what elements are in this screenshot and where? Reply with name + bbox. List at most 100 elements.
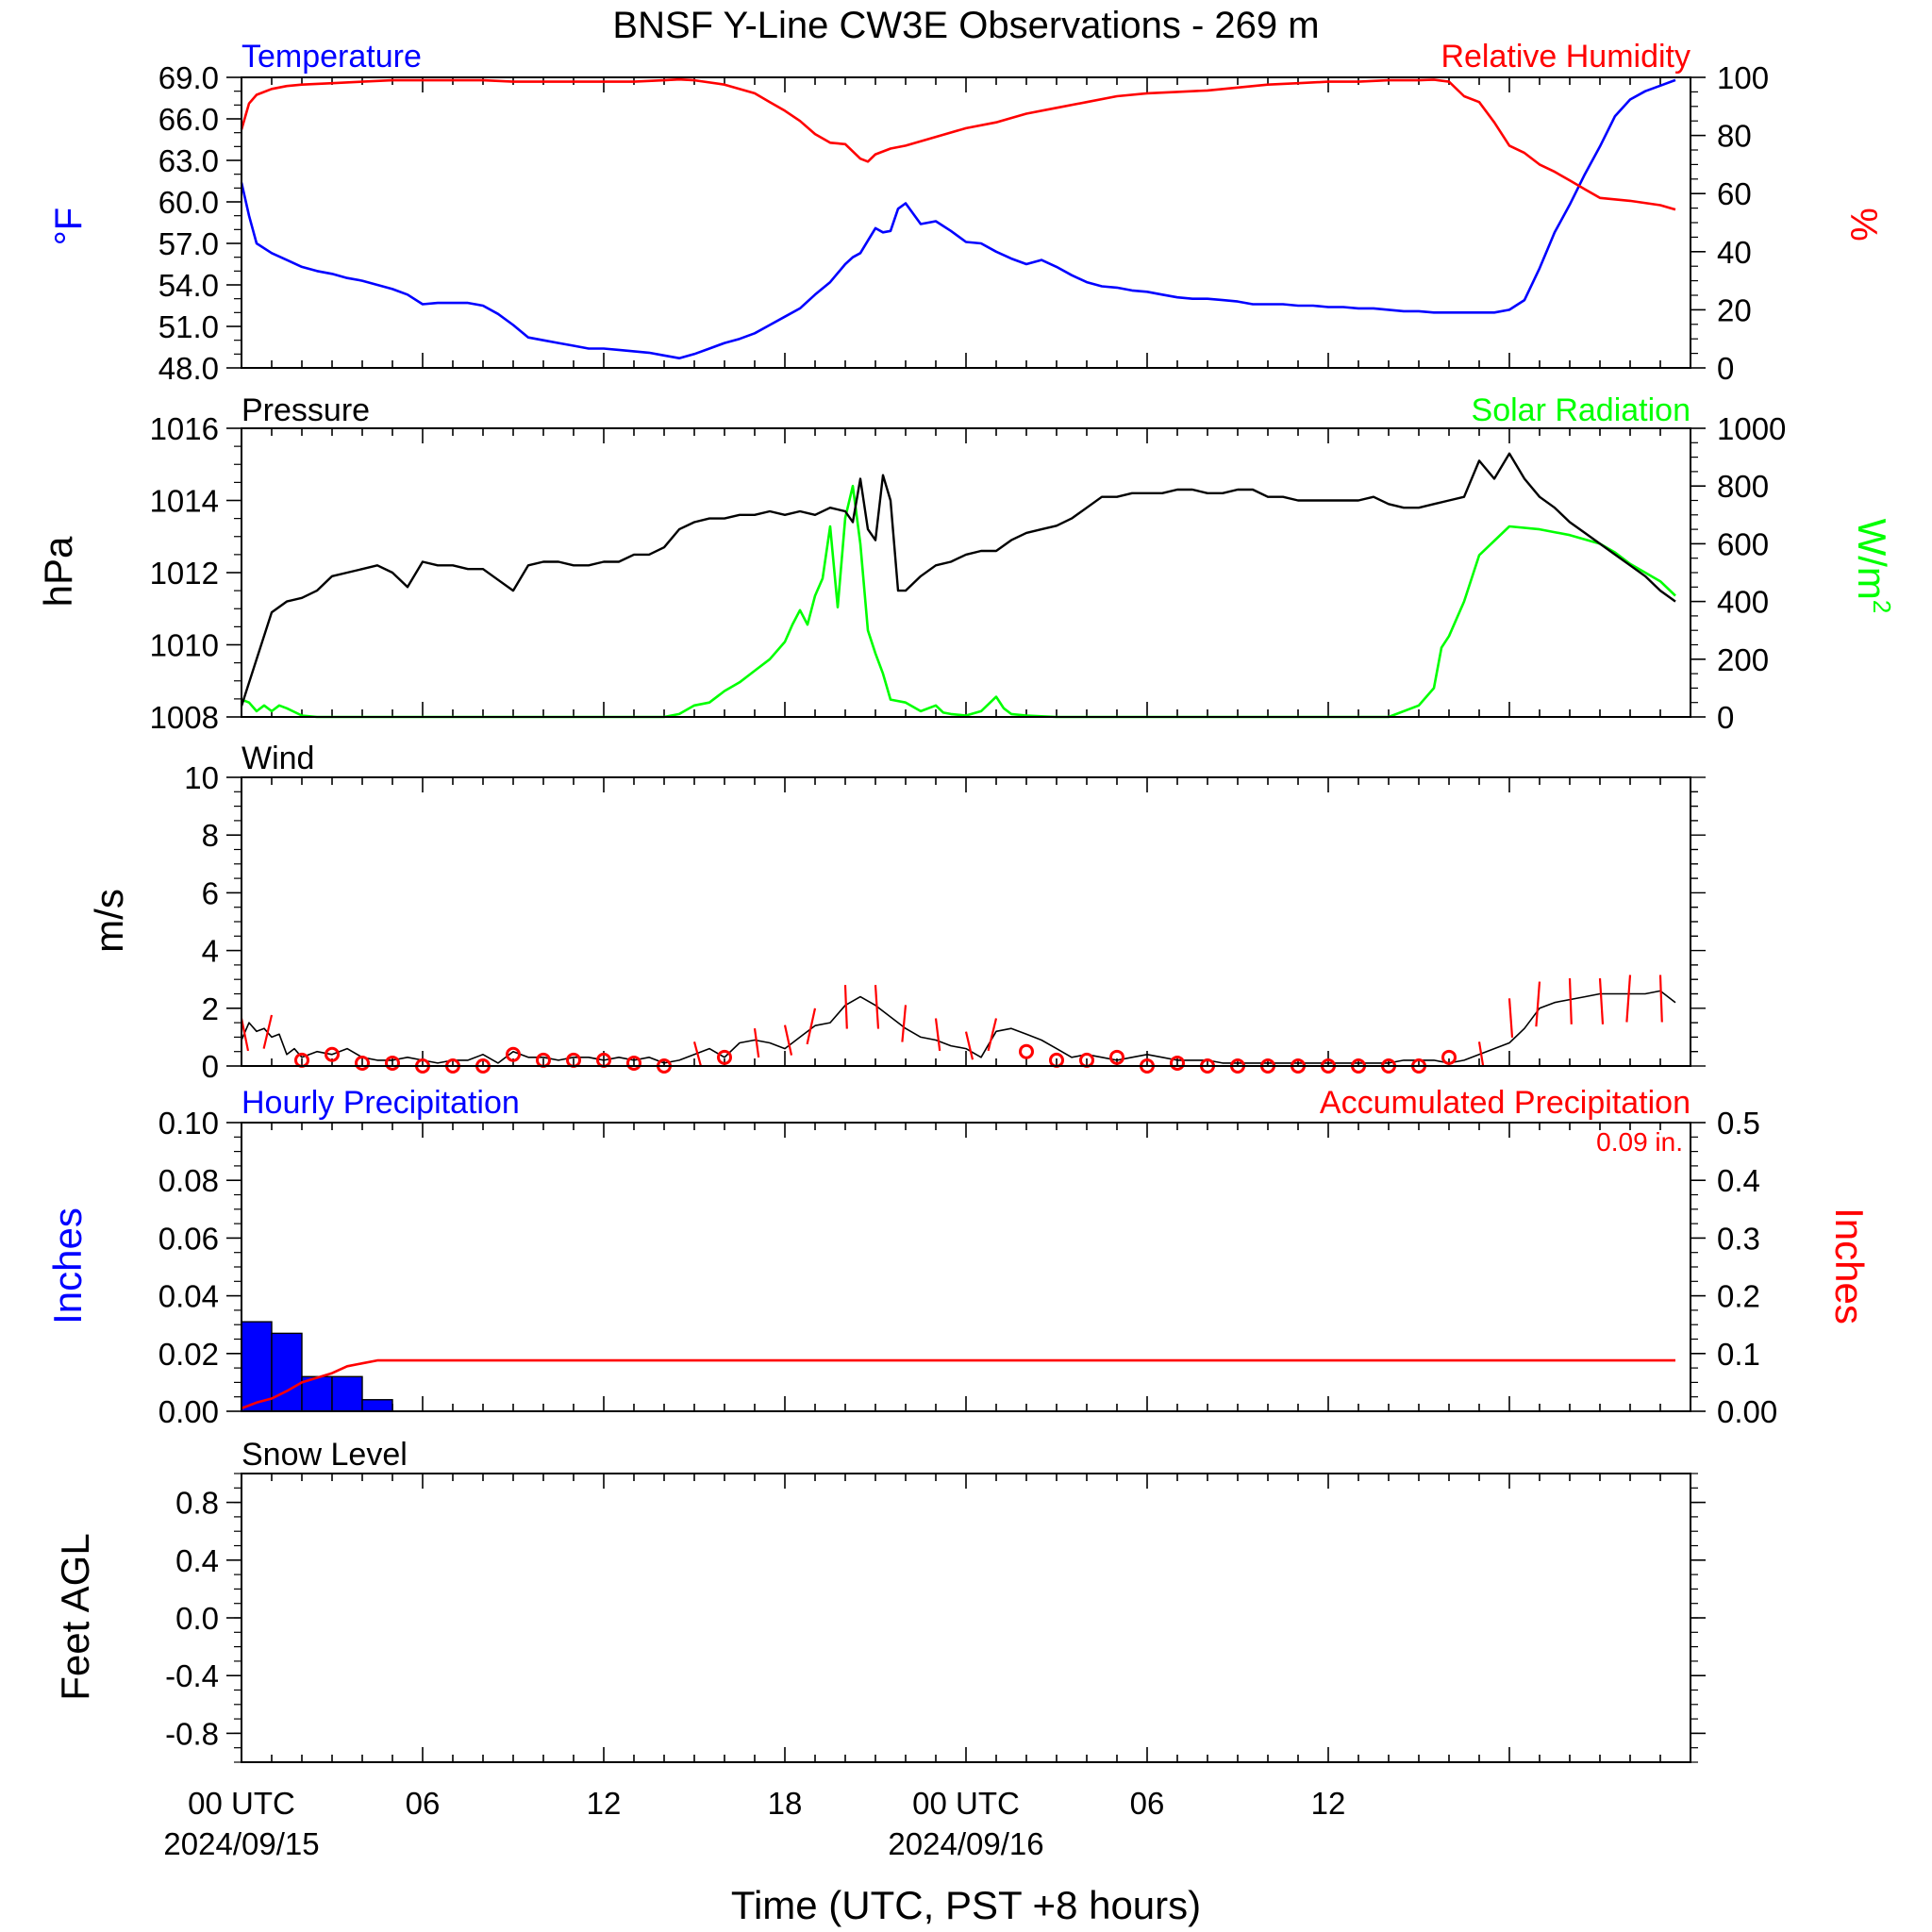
solar-line bbox=[241, 484, 1676, 719]
wind-barb bbox=[987, 1018, 998, 1052]
snow-y-tick-label: -0.4 bbox=[165, 1658, 219, 1693]
temp-y-tick-label: 66.0 bbox=[158, 102, 219, 137]
accum-y-tick-label: 0.5 bbox=[1717, 1106, 1760, 1141]
panel-frame-snow bbox=[241, 1473, 1691, 1763]
wind-barb bbox=[783, 1024, 793, 1056]
temp-y-tick-label: 63.0 bbox=[158, 143, 219, 178]
panel-frame-precip bbox=[241, 1122, 1691, 1412]
accum-precip-total: 0.09 in. bbox=[1596, 1127, 1683, 1157]
wind-calm-marker bbox=[626, 1055, 641, 1071]
snow-title: Snow Level bbox=[242, 1437, 408, 1473]
pressure-y-tick-label: 1012 bbox=[150, 556, 219, 591]
wind-y-tick-label: 2 bbox=[202, 991, 219, 1026]
wind-calm-marker bbox=[1441, 1049, 1457, 1065]
wind-speed-line bbox=[241, 990, 1676, 1064]
wind-barb bbox=[1658, 974, 1663, 1023]
pressure-y-tick-label: 1008 bbox=[150, 700, 219, 735]
temperature-humidity-plot bbox=[240, 77, 1676, 360]
wind-y-tick-label: 4 bbox=[202, 934, 219, 969]
wind-unit: m/s bbox=[87, 889, 131, 953]
wind-y-tick-label: 6 bbox=[202, 875, 219, 910]
rh-y-tick-label: 80 bbox=[1717, 119, 1752, 154]
hourly-y-tick-label: 0.08 bbox=[158, 1163, 219, 1198]
pressure-title: Pressure bbox=[242, 392, 370, 428]
rh-y-tick-label: 20 bbox=[1717, 292, 1752, 327]
wind-y-tick-label: 0 bbox=[202, 1049, 219, 1084]
accum-y-tick-label: 0.3 bbox=[1717, 1221, 1760, 1256]
pressure-y-tick-label: 1014 bbox=[150, 484, 219, 519]
wind-calm-marker bbox=[355, 1055, 370, 1071]
accum-precip-title: Accumulated Precipitation bbox=[1320, 1085, 1690, 1121]
rh-y-tick-label: 40 bbox=[1717, 235, 1752, 270]
rh-y-tick-label: 60 bbox=[1717, 176, 1752, 211]
hourly-precip-bar bbox=[361, 1399, 393, 1412]
hourly-precip-bar bbox=[241, 1321, 273, 1412]
wind-barb bbox=[874, 985, 880, 1029]
hourly-precip-bar bbox=[331, 1375, 363, 1412]
wind-barb bbox=[1507, 998, 1514, 1038]
wind-plot bbox=[240, 974, 1676, 1074]
pressure-solar-plot bbox=[240, 452, 1676, 719]
wind-calm-marker bbox=[1170, 1055, 1185, 1071]
wind-y-tick-label: 8 bbox=[202, 818, 219, 853]
hourly-y-tick-label: 0.10 bbox=[158, 1106, 219, 1141]
hourly-y-tick-label: 0.04 bbox=[158, 1279, 219, 1314]
temp-y-tick-label: 57.0 bbox=[158, 226, 219, 261]
wind-calm-marker bbox=[325, 1046, 340, 1062]
panel-frame-temperature bbox=[241, 76, 1691, 369]
accum-y-tick-label: 0.2 bbox=[1717, 1279, 1760, 1314]
temperature-unit: °F bbox=[48, 208, 90, 245]
accum-y-tick-label: 0.00 bbox=[1717, 1394, 1777, 1429]
pressure-y-tick-label: 1016 bbox=[150, 411, 219, 446]
snow-y-tick-label: -0.8 bbox=[165, 1716, 219, 1751]
wind-calm-marker bbox=[1109, 1049, 1124, 1065]
temperature-line bbox=[240, 78, 1676, 360]
x-tick-date-label: 2024/09/16 bbox=[888, 1826, 1043, 1861]
humidity-title: Relative Humidity bbox=[1441, 39, 1690, 75]
solar-y-tick-label: 200 bbox=[1717, 642, 1769, 677]
hourly-precip-title: Hourly Precipitation bbox=[242, 1085, 520, 1121]
pressure-unit: hPa bbox=[36, 536, 80, 607]
humidity-line bbox=[240, 77, 1676, 211]
temp-y-tick-label: 54.0 bbox=[158, 268, 219, 303]
solar-unit: W/m2 bbox=[1850, 519, 1896, 614]
wind-barb bbox=[934, 1018, 941, 1052]
wind-barb bbox=[964, 1031, 974, 1060]
solar-y-tick-label: 1000 bbox=[1717, 411, 1786, 446]
precipitation-plot bbox=[241, 1321, 1675, 1412]
wind-barb bbox=[240, 1018, 250, 1052]
panel-frame-wind bbox=[241, 776, 1691, 1067]
snow-y-tick-label: 0.8 bbox=[175, 1486, 219, 1521]
hourly-y-tick-label: 0.02 bbox=[158, 1337, 219, 1372]
wind-barb bbox=[1625, 974, 1632, 1023]
x-tick-label: 12 bbox=[587, 1786, 622, 1821]
temp-y-tick-label: 51.0 bbox=[158, 309, 219, 344]
hourly-y-tick-label: 0.06 bbox=[158, 1221, 219, 1256]
snow-unit: Feet AGL bbox=[53, 1533, 97, 1700]
humidity-unit: % bbox=[1842, 208, 1884, 242]
solar-unit-base: W/m bbox=[1850, 519, 1894, 600]
wind-calm-marker bbox=[506, 1046, 521, 1062]
chart-title: BNSF Y-Line CW3E Observations - 269 m bbox=[612, 5, 1319, 46]
temp-y-tick-label: 69.0 bbox=[158, 60, 219, 95]
accum-precip-line bbox=[241, 1358, 1675, 1410]
solar-title: Solar Radiation bbox=[1472, 392, 1690, 428]
solar-y-tick-label: 800 bbox=[1717, 469, 1769, 504]
solar-y-tick-label: 600 bbox=[1717, 526, 1769, 561]
wind-barb bbox=[901, 1005, 908, 1042]
wind-barb bbox=[1535, 981, 1541, 1027]
pressure-y-tick-label: 1010 bbox=[150, 628, 219, 663]
wind-y-tick-label: 10 bbox=[184, 760, 219, 795]
x-tick-label: 18 bbox=[768, 1786, 803, 1821]
wind-calm-marker bbox=[385, 1055, 400, 1071]
panel-frame-pressure bbox=[241, 427, 1691, 718]
wind-barb bbox=[262, 1014, 274, 1049]
hourly-precip-bar bbox=[271, 1332, 303, 1412]
snow-y-tick-label: 0.0 bbox=[175, 1601, 219, 1636]
x-axis-label: Time (UTC, PST +8 hours) bbox=[731, 1883, 1201, 1927]
x-tick-date-label: 2024/09/15 bbox=[163, 1826, 319, 1861]
rh-y-tick-label: 100 bbox=[1717, 60, 1769, 95]
solar-y-tick-label: 400 bbox=[1717, 585, 1769, 620]
wind-barb bbox=[1598, 977, 1605, 1024]
